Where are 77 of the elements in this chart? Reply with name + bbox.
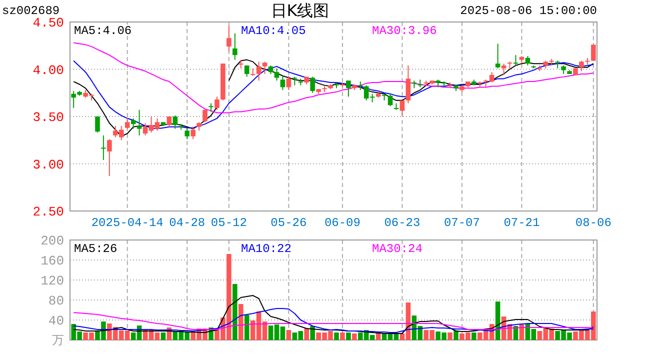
y-tick-label: 80 (48, 294, 64, 309)
candlestick (232, 32, 238, 60)
x-tick-label: 05-12 (210, 216, 247, 230)
bar (454, 330, 458, 340)
candlestick (298, 78, 304, 86)
line-series (73, 295, 594, 334)
bar (448, 332, 452, 340)
candlestick (190, 126, 196, 140)
text: MA5:26 (74, 242, 118, 256)
candlestick (166, 116, 172, 128)
y-tick-label: 200 (40, 234, 64, 249)
candlestick (555, 60, 560, 69)
candlestick (124, 116, 130, 130)
chart-title: 日K线图 (270, 1, 330, 20)
candlestick (579, 60, 584, 72)
candlestick (286, 75, 292, 91)
line-series (73, 312, 594, 330)
candlestick (495, 43, 500, 69)
candlestick (214, 96, 220, 110)
candlestick (95, 116, 100, 134)
text: MA5:4.06 (74, 24, 132, 38)
x-tick-label: 08-06 (575, 216, 612, 230)
candlestick (513, 54, 518, 66)
x-tick-label: 07-07 (444, 216, 480, 230)
y-tick-label: 3.00 (32, 157, 64, 172)
y-tick-label: 4.00 (32, 62, 64, 78)
bar (334, 332, 339, 340)
candlestick (591, 44, 596, 62)
candlestick (400, 100, 405, 116)
y-tick-label: 3.50 (32, 110, 64, 126)
y-tick-label: 2.50 (32, 204, 64, 220)
bar (238, 304, 244, 340)
bar (346, 332, 351, 340)
y-tick-label: 160 (40, 254, 64, 269)
chart-subtitle: sz002689 (2, 4, 60, 18)
text: MA30:3.96 (372, 24, 437, 38)
candlestick (507, 61, 512, 69)
candlestick (107, 138, 112, 177)
bar (472, 332, 476, 340)
line-series (73, 308, 594, 333)
y-axis-title: 万 (52, 334, 64, 348)
bar (286, 330, 292, 340)
bar (244, 315, 250, 340)
candlestick (501, 63, 506, 76)
candlestick (101, 134, 106, 160)
bar (352, 334, 357, 340)
candlestick (310, 76, 315, 94)
candlestick (525, 56, 530, 66)
bar (232, 284, 238, 340)
candlestick (172, 115, 178, 130)
candlestick (136, 109, 142, 136)
text: MA10:4.05 (241, 24, 306, 38)
candlestick (202, 108, 208, 123)
line-series (73, 42, 594, 114)
bar (304, 328, 309, 340)
candlestick (226, 25, 232, 52)
text: MA10:22 (241, 242, 292, 256)
text: 2025-08-06 15:00:00 (460, 4, 597, 18)
candlestick (274, 68, 280, 82)
candlestick (256, 61, 262, 82)
candlestick (184, 128, 190, 140)
bar (340, 332, 345, 340)
x-tick-label: 2025-04-14 (91, 216, 164, 230)
y-tick-label: 120 (40, 274, 64, 289)
text: MA30:24 (372, 242, 422, 256)
y-tick-label: 4.50 (32, 16, 64, 31)
bar (160, 332, 166, 340)
x-tick-label: 06-09 (324, 216, 360, 230)
candlestick (280, 75, 286, 91)
candlestick (262, 61, 268, 74)
y-tick-label: 40 (48, 314, 64, 329)
candlestick (346, 80, 351, 98)
x-tick-label: 06-23 (384, 216, 420, 230)
x-tick-label: 04-28 (169, 216, 206, 230)
x-tick-label: 07-21 (504, 216, 540, 230)
x-tick-label: 05-26 (270, 216, 307, 230)
candlestick (406, 64, 411, 104)
